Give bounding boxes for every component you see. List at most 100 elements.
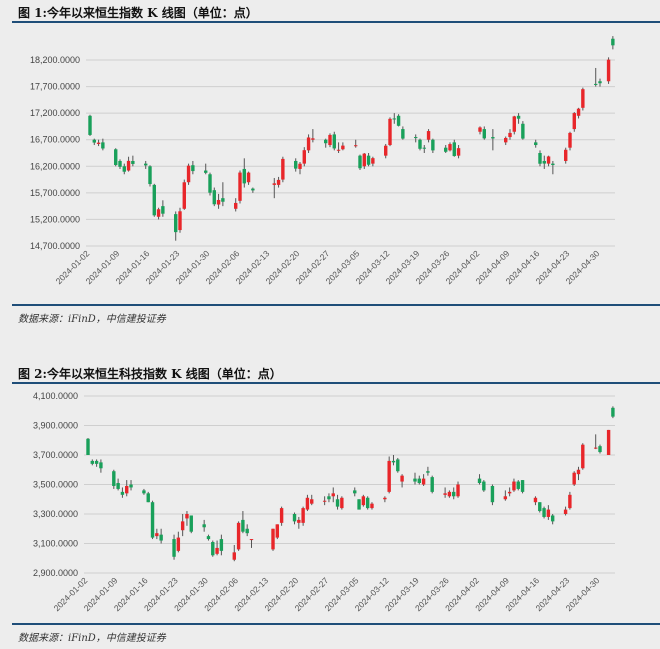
- y-tick-label: 15,200.0000: [30, 214, 80, 224]
- candle-body: [180, 521, 185, 531]
- candle-2024-01-16: [146, 491, 150, 503]
- candle-body: [204, 170, 208, 173]
- candle-2024-01-09: [118, 159, 122, 169]
- candle-body: [161, 206, 165, 214]
- candle-2024-03-25: [444, 145, 448, 153]
- candle-body: [331, 493, 335, 497]
- candle-2024-04-25: [576, 107, 581, 119]
- candle-2024-04-24: [572, 471, 576, 486]
- candle-2024-03-20: [421, 474, 426, 486]
- candle-body: [452, 142, 456, 157]
- candle-body: [606, 59, 611, 82]
- candle-body: [512, 481, 516, 491]
- candle-body: [116, 483, 120, 489]
- candle-body: [279, 508, 284, 523]
- candle-2024-02-23: [311, 129, 315, 143]
- candle-body: [208, 174, 212, 193]
- candle-2024-01-04: [96, 139, 101, 147]
- candle-body: [126, 160, 131, 171]
- candle-body: [294, 160, 298, 169]
- candle-2024-02-05: [232, 544, 236, 562]
- candle-2024-03-27: [452, 139, 456, 157]
- candle-2024-04-08: [504, 136, 508, 146]
- candle-2024-04-30: [598, 78, 602, 87]
- candle-body: [120, 491, 125, 495]
- candle-body: [172, 539, 176, 557]
- candle-2024-04-11: [516, 480, 520, 491]
- candle-body: [534, 142, 538, 146]
- candle-body: [426, 471, 430, 473]
- candle-2024-02-26: [322, 496, 327, 506]
- y-tick-label: 18,200.0000: [30, 55, 80, 65]
- candle-body: [482, 129, 486, 139]
- candle-body: [478, 127, 482, 132]
- candle-body: [112, 471, 116, 486]
- chart-2-bottom-rule: [12, 623, 660, 625]
- candle-2024-05-03: [611, 406, 615, 419]
- candle-body: [400, 475, 404, 482]
- candle-body: [504, 137, 508, 143]
- candle-body: [241, 519, 245, 532]
- candle-2024-01-12: [129, 480, 133, 491]
- candle-body: [414, 137, 418, 139]
- candle-body: [354, 145, 358, 147]
- candle-2024-04-19: [550, 514, 555, 525]
- candle-2024-01-25: [185, 511, 189, 526]
- candle-body: [512, 116, 516, 132]
- candle-body: [353, 490, 357, 494]
- candle-body: [276, 179, 281, 185]
- candle-2024-03-21: [426, 466, 430, 476]
- candle-2024-02-16: [279, 506, 284, 526]
- candle-body: [606, 429, 611, 455]
- candle-2024-04-29: [594, 67, 598, 87]
- candle-body: [246, 172, 251, 183]
- candle-2024-03-28: [456, 481, 460, 498]
- candle-2024-02-08: [245, 524, 249, 537]
- candle-body: [508, 132, 512, 138]
- candle-2024-03-01: [340, 496, 344, 510]
- candle-body: [611, 407, 615, 417]
- candle-2024-01-18: [156, 207, 161, 220]
- candle-body: [361, 496, 366, 506]
- candle-body: [189, 515, 193, 532]
- candle-body: [516, 481, 520, 489]
- candle-2024-03-18: [413, 472, 417, 485]
- candle-body: [212, 190, 216, 205]
- candle-2024-01-19: [161, 200, 165, 217]
- candle-2024-04-16: [538, 502, 542, 513]
- candle-2024-04-24: [572, 112, 576, 132]
- candle-2024-01-15: [144, 160, 148, 169]
- candle-2024-02-16: [281, 156, 285, 183]
- candle-body: [546, 509, 551, 517]
- chart-2-top-rule: [12, 382, 660, 384]
- candle-body: [159, 534, 163, 541]
- candle-2024-02-15: [276, 176, 281, 188]
- candle-2024-02-20: [297, 516, 301, 529]
- y-tick-label: 15,700.0000: [30, 188, 80, 198]
- candle-body: [366, 155, 371, 165]
- candle-body: [572, 472, 576, 485]
- candle-body: [477, 478, 482, 484]
- candle-body: [152, 184, 156, 216]
- candle-body: [516, 115, 521, 119]
- candle-body: [311, 138, 315, 140]
- candle-2024-01-04: [94, 459, 99, 467]
- candle-2024-03-13: [392, 113, 396, 124]
- candle-body: [131, 160, 135, 164]
- candle-2024-03-19: [418, 138, 422, 151]
- candle-2024-02-28: [331, 487, 335, 503]
- candle-body: [611, 38, 615, 46]
- candle-body: [371, 158, 375, 164]
- candle-2024-03-21: [426, 129, 431, 143]
- candle-body: [593, 447, 598, 449]
- candle-2024-01-11: [125, 480, 129, 497]
- candle-body: [576, 469, 581, 475]
- candle-2024-01-30: [208, 172, 212, 196]
- y-tick-label: 17,700.0000: [30, 82, 80, 92]
- candle-body: [396, 115, 401, 126]
- candle-2024-03-01: [341, 142, 345, 151]
- candle-body: [594, 83, 598, 85]
- candle-body: [452, 491, 456, 497]
- candle-2024-03-25: [443, 487, 447, 498]
- candle-2024-04-18: [546, 155, 551, 167]
